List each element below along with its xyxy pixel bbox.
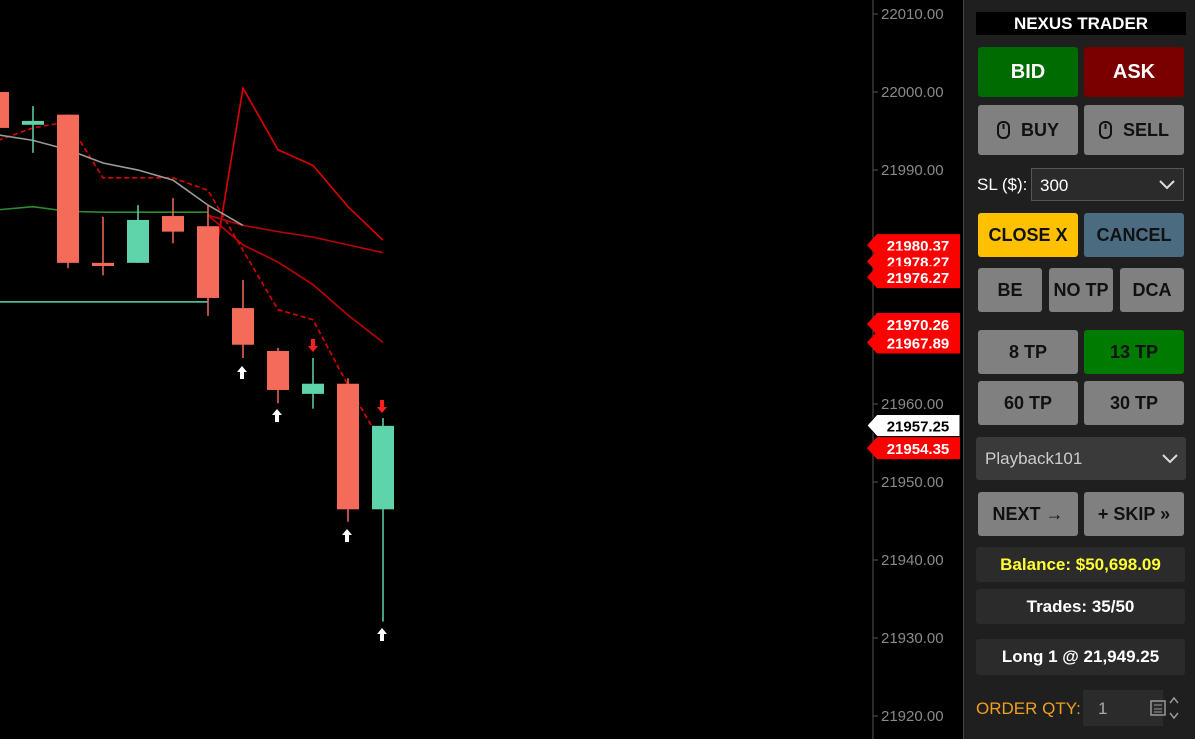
ask-button[interactable]: ASK [1084,47,1184,97]
candle-body [22,120,44,125]
y-tick-label: 22010.00 [881,6,944,23]
y-tick-label: 22000.00 [881,84,944,101]
candle-body [337,383,359,510]
price-label: 21967.89 [887,335,950,352]
skip-button[interactable]: + SKIP » [1084,492,1184,536]
down-arrow [377,400,387,413]
y-tick-label: 21940.00 [881,552,944,569]
price-tag [867,437,960,460]
next-button[interactable]: NEXT → [978,492,1078,536]
candle-body [197,226,219,298]
qty-input[interactable]: 1 [1083,690,1179,726]
candle-body [57,114,79,263]
candle-body [0,92,9,128]
y-tick-label: 21950.00 [881,474,944,491]
sl-label: SL ($): [977,175,1028,194]
price-tag [867,266,960,289]
y-tick-label: 21960.00 [881,396,944,413]
no-tp-button[interactable]: NO TP [1049,268,1113,312]
tp-button[interactable]: 60 TP [978,381,1078,425]
up-arrow [377,628,387,641]
indicator-line [0,205,208,213]
sl-select[interactable]: 300 [1031,168,1184,201]
balance: Balance: $50,698.09 [976,547,1185,582]
down-arrow [308,339,318,352]
buy-label: BUY [1020,119,1059,140]
cancel-button[interactable]: CANCEL [1084,213,1184,257]
candle-body [162,216,184,232]
chart: 22010.0022000.0021990.0021980.0021970.00… [0,0,961,739]
buy-button[interactable]: BUY [978,105,1078,155]
price-tag [866,413,961,437]
mouse-icon [1098,121,1112,139]
position: Long 1 @ 21,949.25 [976,639,1185,675]
sell-label: SELL [1122,119,1169,140]
indicator-line [207,214,384,254]
indicator-line [0,134,244,227]
be-button[interactable]: BE [978,268,1042,312]
price-label: 21976.27 [887,270,950,287]
y-tick-label: 21920.00 [881,708,944,725]
price-tag [867,312,960,335]
candle-body [232,308,254,345]
mouse-icon [996,121,1010,139]
sell-button[interactable]: SELL [1084,105,1184,155]
candle-body [92,262,114,266]
dca-button[interactable]: DCA [1120,268,1184,312]
qty-label: ORDER QTY: [976,699,1081,718]
price-label: 21970.26 [887,317,950,334]
up-arrow [237,366,247,379]
y-tick-label: 21990.00 [881,162,944,179]
signal-arrows [308,339,387,413]
up-arrow [272,409,282,422]
tp-button[interactable]: 8 TP [978,330,1078,374]
chevron [1162,454,1178,464]
playback-select[interactable]: Playback101 [976,437,1186,480]
trades: Trades: 35/50 [976,589,1185,624]
trade-panel: NEXUS TRADER BID ASK BUY SELL SL ($): 30… [963,0,1195,739]
indicator-line [207,214,384,344]
candle-body [267,350,289,390]
sl-value: 300 [1040,176,1069,195]
bid-button[interactable]: BID [978,47,1078,97]
tp-button[interactable]: 13 TP [1084,330,1184,374]
y-tick-label: 21930.00 [881,630,944,647]
price-tag [867,331,960,354]
chevron [1159,180,1175,190]
up-arrow [342,529,352,542]
close-button[interactable]: CLOSE X [978,213,1078,257]
indicator-line [207,85,384,301]
qty-spinner[interactable] [1149,693,1185,723]
candle-body [372,425,394,510]
signal-arrows [237,366,387,641]
qty-value: 1 [1098,699,1108,718]
panel-title: NEXUS TRADER [976,12,1186,35]
price-label: 21954.35 [887,441,950,458]
price-label: 21957.25 [887,418,950,435]
tp-button[interactable]: 30 TP [1084,381,1184,425]
candle-body [127,219,149,263]
candle-body [302,383,324,394]
playback-value: Playback101 [985,449,1083,468]
